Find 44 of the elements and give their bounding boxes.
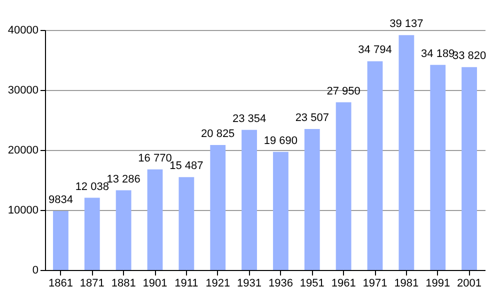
bar: [53, 210, 68, 270]
x-tick-label: 2001: [457, 278, 482, 290]
x-tick-label: 1991: [426, 278, 450, 290]
data-label: 27 950: [326, 85, 360, 98]
data-label: 34 794: [358, 44, 392, 56]
x-tick-label: 1931: [237, 278, 262, 290]
bar: [147, 169, 163, 270]
x-tick-label: 1981: [394, 278, 419, 290]
x-tick-label: 1871: [80, 278, 104, 290]
bar: [304, 128, 320, 270]
bar: [462, 67, 477, 270]
y-tick-label: 20000: [8, 144, 38, 156]
x-tick-label: 1881: [111, 278, 136, 290]
data-label: 9834: [48, 194, 73, 206]
bar: [398, 35, 414, 270]
x-tick-label: 1936: [268, 278, 293, 290]
x-tick-label: 1951: [300, 278, 324, 290]
x-tick-label: 1911: [174, 278, 198, 290]
x-tick-label: 1901: [142, 278, 168, 290]
bar: [367, 61, 383, 270]
data-label: 16 770: [138, 152, 172, 164]
bar: [178, 177, 194, 270]
x-tick-label: 1861: [48, 278, 73, 290]
x-tick-label: 1961: [331, 278, 356, 290]
bar: [273, 152, 288, 270]
y-tick-label: 0: [32, 264, 38, 276]
bar: [116, 190, 132, 270]
data-label: 19 690: [264, 134, 298, 147]
y-tick-label: 30000: [8, 84, 38, 96]
x-tick-label: 1971: [362, 278, 388, 290]
data-label: 23 354: [232, 112, 266, 125]
data-label: 39 137: [390, 18, 424, 30]
data-label: 23 507: [295, 112, 329, 124]
bar: [210, 145, 226, 270]
bar: [336, 102, 352, 270]
data-label: 12 038: [75, 180, 109, 193]
y-tick-label: 10000: [8, 204, 38, 216]
data-label: 20 825: [201, 128, 235, 140]
x-tick-label: 1921: [206, 278, 230, 290]
y-tick-label: 40000: [8, 24, 38, 36]
bar: [242, 130, 257, 270]
bar: [84, 198, 100, 270]
data-label: 15 487: [170, 160, 204, 172]
bar: [430, 64, 446, 270]
